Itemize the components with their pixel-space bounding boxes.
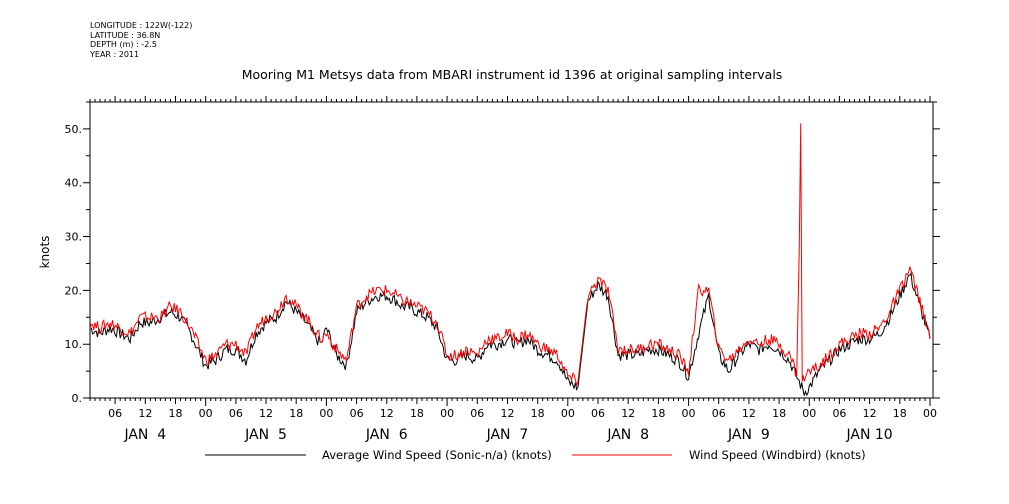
x-hour-tick-label: 00 — [682, 407, 696, 420]
x-day-label: JAN 10 — [846, 427, 893, 443]
x-day-label: JAN 6 — [365, 427, 408, 443]
plot-frame — [89, 101, 934, 399]
x-hour-tick-label: 00 — [923, 407, 937, 420]
chart-title: Mooring M1 Metsys data from MBARI instru… — [241, 67, 783, 82]
x-hour-tick-label: 18 — [651, 407, 665, 420]
x-hour-tick-label: 12 — [380, 407, 394, 420]
x-hour-tick-label: 18 — [531, 407, 545, 420]
y-tick-label: 40. — [65, 177, 83, 190]
latitude-label: LATITUDE : 36.8N — [90, 30, 161, 40]
x-hour-tick-label: 00 — [319, 407, 333, 420]
x-day-label: JAN 5 — [244, 427, 287, 443]
x-day-label: JAN 7 — [486, 427, 529, 443]
y-axis-label: knots — [38, 236, 52, 269]
x-hour-tick-label: 12 — [742, 407, 756, 420]
x-hour-tick-label: 06 — [591, 407, 605, 420]
x-hour-tick-label: 06 — [350, 407, 364, 420]
x-hour-tick-label: 18 — [772, 407, 786, 420]
x-day-label: JAN 8 — [606, 427, 649, 443]
series-line-windbird — [89, 123, 931, 387]
legend-label-windbird: Wind Speed (Windbird) (knots) — [689, 448, 866, 462]
x-hour-tick-label: 00 — [802, 407, 816, 420]
x-hour-tick-label: 12 — [259, 407, 273, 420]
x-hour-tick-label: 06 — [470, 407, 484, 420]
legend-label-sonic: Average Wind Speed (Sonic-n/a) (knots) — [322, 448, 552, 462]
y-tick-label: 10. — [65, 338, 83, 351]
x-hour-tick-label: 12 — [863, 407, 877, 420]
x-day-label: JAN 4 — [123, 427, 166, 443]
x-hour-tick-label: 06 — [832, 407, 846, 420]
x-hour-tick-label: 00 — [561, 407, 575, 420]
x-hour-tick-label: 18 — [289, 407, 303, 420]
y-tick-label: 0. — [72, 392, 83, 405]
x-hour-tick-label: 06 — [108, 407, 122, 420]
y-tick-label: 50. — [65, 123, 83, 136]
x-hour-tick-label: 06 — [712, 407, 726, 420]
metadata-block: LONGITUDE : 122W(-122) LATITUDE : 36.8N … — [90, 21, 192, 59]
x-hour-tick-label: 12 — [500, 407, 514, 420]
y-tick-label: 30. — [65, 231, 83, 244]
year-label: YEAR : 2011 — [90, 49, 140, 59]
x-hour-tick-label: 12 — [138, 407, 152, 420]
y-tick-label: 20. — [65, 284, 83, 297]
y-axis-ticks — [83, 101, 940, 399]
depth-label: DEPTH (m) : -2.5 — [90, 40, 157, 49]
x-hour-tick-label: 18 — [893, 407, 907, 420]
x-axis-ticks — [89, 96, 931, 406]
x-hour-tick-label: 18 — [169, 407, 183, 420]
x-hour-tick-label: 00 — [199, 407, 213, 420]
x-hour-tick-label: 18 — [410, 407, 424, 420]
x-hour-tick-label: 12 — [621, 407, 635, 420]
longitude-label: LONGITUDE : 122W(-122) — [90, 21, 193, 30]
x-day-label: JAN 9 — [727, 427, 770, 443]
x-hour-tick-label: 00 — [440, 407, 454, 420]
x-hour-tick-label: 06 — [229, 407, 243, 420]
